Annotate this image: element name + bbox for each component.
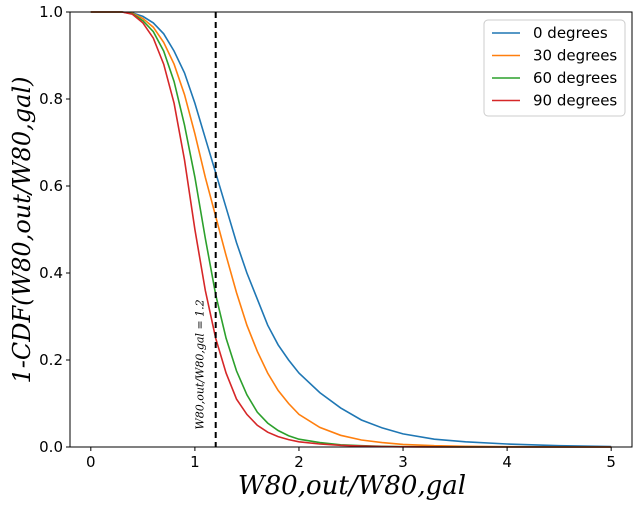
x-tick-label: 5 <box>606 453 616 471</box>
legend-label-1: 30 degrees <box>533 47 617 65</box>
series-line-0 <box>90 11 612 448</box>
x-tick-label: 2 <box>294 453 304 471</box>
series-line-1 <box>90 11 612 448</box>
x-axis-label: W80,out/W80,gal <box>238 471 466 501</box>
y-axis-ticks: 0.0 0.2 0.4 0.6 0.8 1.0 <box>39 3 70 456</box>
y-tick-label: 0.6 <box>39 177 63 195</box>
y-axis-label: 1-CDF(W80,out/W80,gal) <box>8 76 36 383</box>
y-tick-label: 0.2 <box>39 351 63 369</box>
legend-label-2: 60 degrees <box>533 69 617 87</box>
threshold-annotation-label: W80,out/W80,gal = 1.2 <box>194 299 207 429</box>
y-tick-label: 0.0 <box>39 438 63 456</box>
legend-box <box>483 19 626 117</box>
legend: 0 degrees 30 degrees 60 degrees 90 degrees <box>483 19 626 117</box>
x-tick-label: 3 <box>398 453 408 471</box>
x-axis-ticks: 0 1 2 3 4 5 <box>86 447 616 471</box>
y-tick-label: 1.0 <box>39 3 63 21</box>
plot-frame <box>69 11 633 448</box>
legend-label-0: 0 degrees <box>533 24 608 42</box>
y-tick-label: 0.4 <box>39 264 63 282</box>
x-tick-label: 4 <box>502 453 512 471</box>
y-tick-label: 0.8 <box>39 90 63 108</box>
x-tick-label: 0 <box>86 453 96 471</box>
legend-label-3: 90 degrees <box>533 92 617 110</box>
x-tick-label: 1 <box>190 453 200 471</box>
